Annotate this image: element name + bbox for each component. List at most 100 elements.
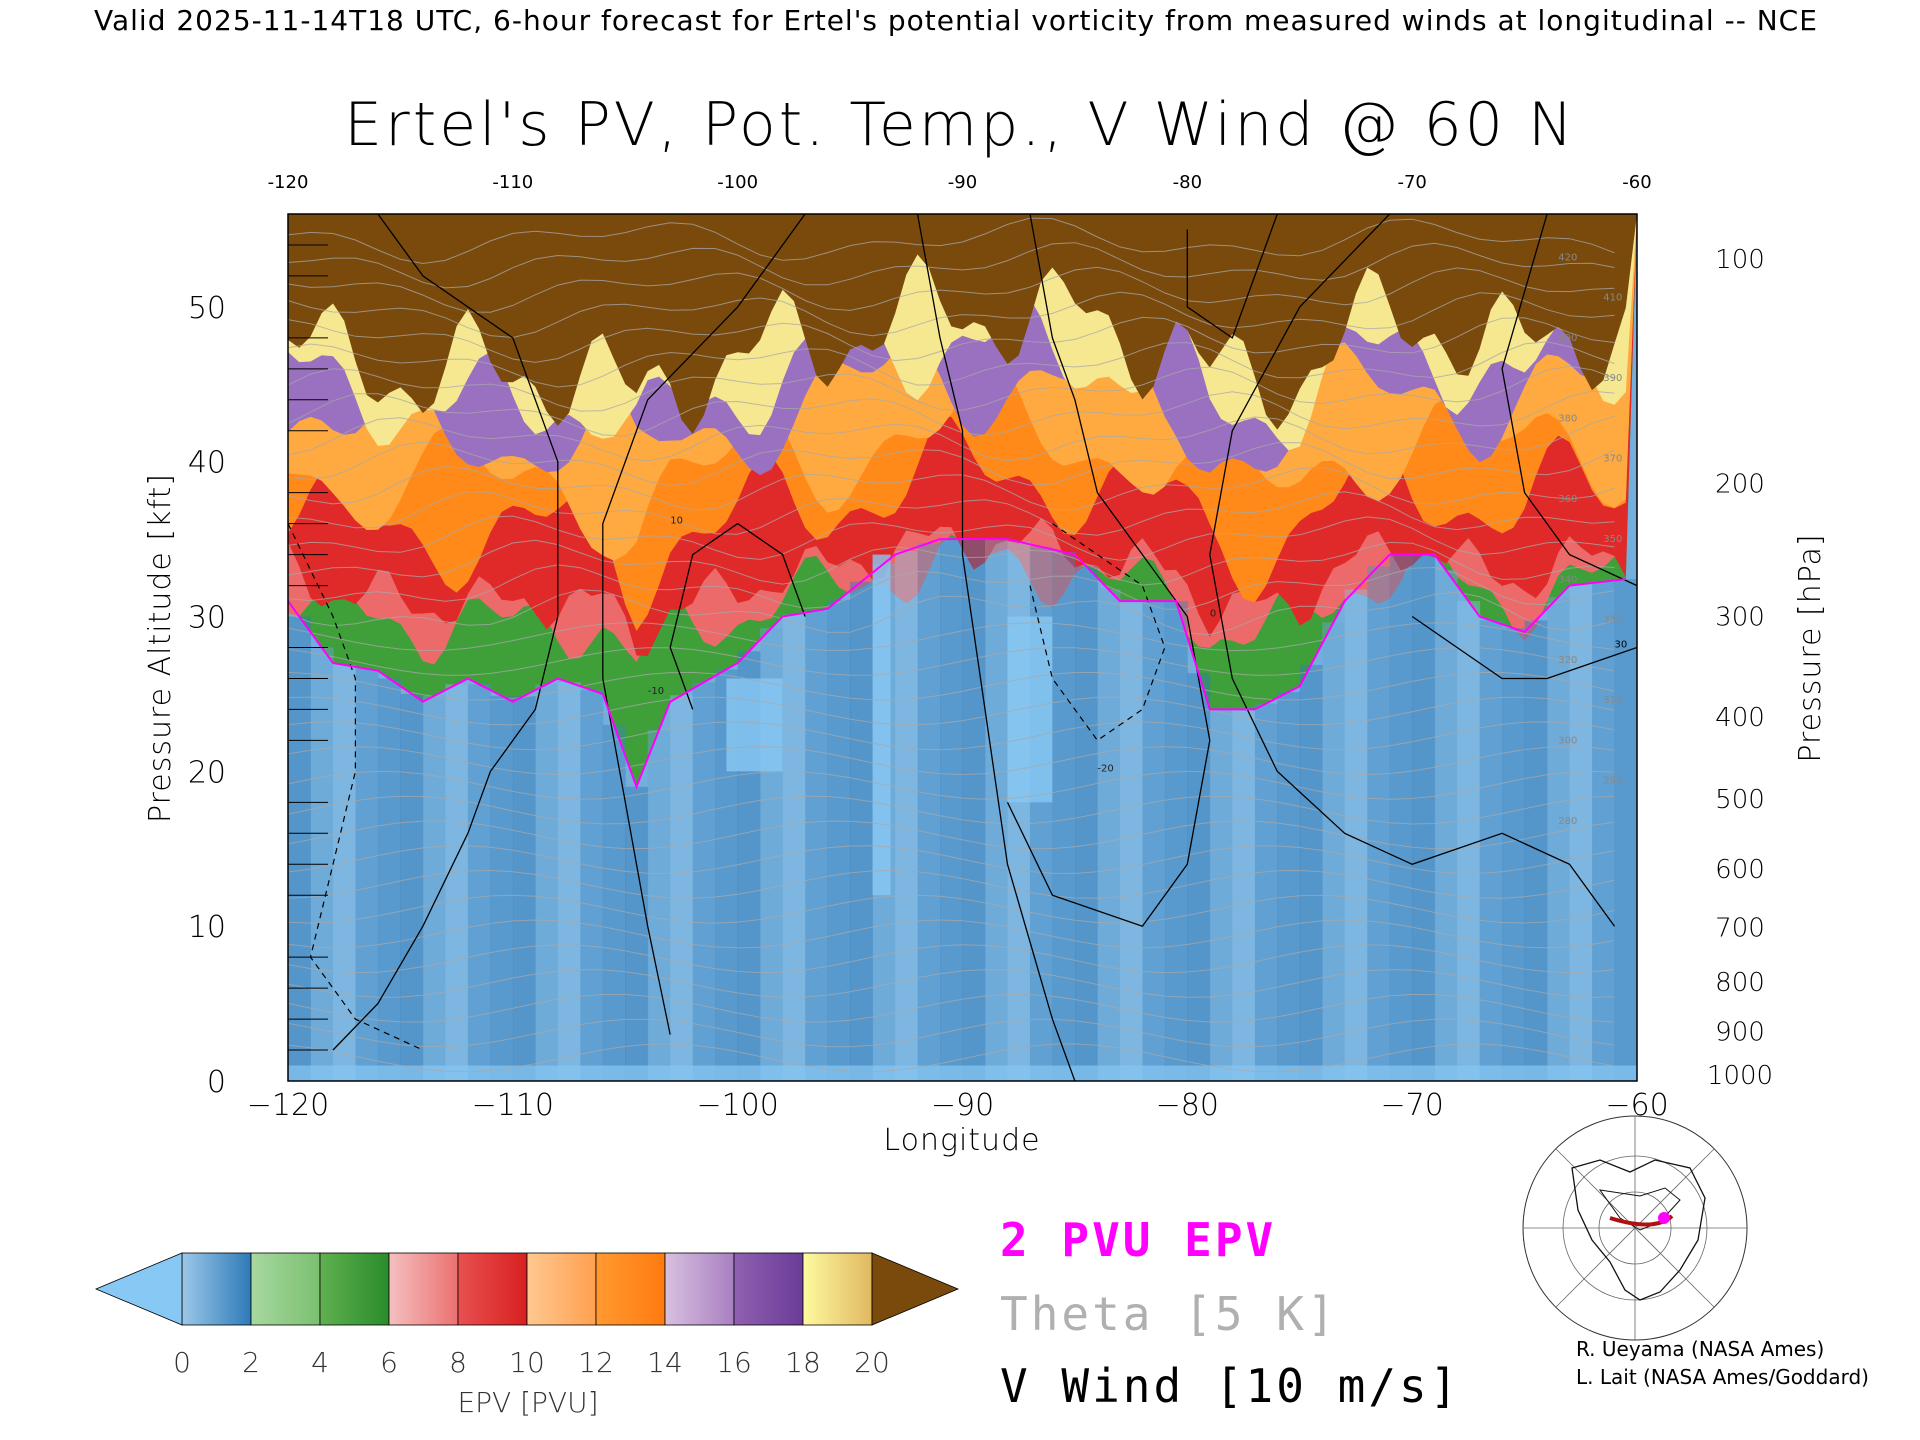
theta-contour xyxy=(288,217,1615,265)
epv-surface-band xyxy=(288,1065,1637,1081)
epv-streak xyxy=(1367,566,1391,1081)
tropopause-2pvu-line xyxy=(288,538,1626,790)
epv-shading xyxy=(288,214,1637,787)
x-tick-top-label: -80 xyxy=(1173,172,1202,193)
epv-streak xyxy=(1547,597,1571,1081)
vwind-contour-label: -10 xyxy=(648,686,664,697)
y-tick-label: 20 xyxy=(188,755,226,790)
colorbar-tick-label: 16 xyxy=(716,1346,752,1379)
epv-streak xyxy=(1142,601,1166,1081)
colorbar-bin xyxy=(250,1252,321,1326)
y-tick-label: 40 xyxy=(188,446,226,481)
header-text: Valid 2025-11-14T18 UTC, 6-hour forecast… xyxy=(94,4,1818,37)
epv-streak xyxy=(962,539,986,1081)
x-tick-label: −80 xyxy=(1156,1088,1219,1123)
pressure-tick-label: 1000 xyxy=(1707,1061,1773,1091)
theta-contour xyxy=(288,365,1615,412)
theta-contour xyxy=(288,1043,1615,1073)
epv-streak xyxy=(445,684,469,1081)
pressure-tick-label: 400 xyxy=(1715,703,1765,733)
epv-streak xyxy=(1277,692,1301,1081)
pressure-axis-ticks: 1000 900 800 700 600 500 400 300 200 100 xyxy=(1707,245,1773,1091)
x-tick-top-label: -100 xyxy=(717,172,758,193)
pressure-tick-label: 300 xyxy=(1715,603,1765,633)
colorbar-bin xyxy=(802,1252,873,1326)
x-tick-top-label: -120 xyxy=(268,172,309,193)
x-tick-top-label: -70 xyxy=(1397,172,1426,193)
y-tick-label: 30 xyxy=(188,601,226,636)
y-axis-ticks: 0 10 20 30 40 50 xyxy=(188,291,226,1100)
theta-contour xyxy=(288,869,1615,899)
y-tick-label: 0 xyxy=(207,1065,226,1100)
epv-streak xyxy=(827,599,851,1081)
epv-streak xyxy=(1322,622,1346,1081)
left-minor-ticks xyxy=(288,244,328,1051)
epv-streak xyxy=(332,664,356,1081)
theta-contour xyxy=(288,441,1615,487)
theta-contour xyxy=(288,316,1615,363)
vwind-contour xyxy=(669,522,806,710)
epv-streak xyxy=(1187,673,1211,1081)
theta-contour-label: 370 xyxy=(1603,454,1622,465)
epv-streak xyxy=(1524,620,1548,1081)
colorbar-label: EPV [PVU] xyxy=(457,1386,598,1419)
epv-streak xyxy=(1097,589,1121,1081)
x-tick-label: −70 xyxy=(1381,1088,1444,1123)
contour-labels: 4204104003903803703603503403303203103002… xyxy=(648,252,1628,827)
x-tick-top-label: -60 xyxy=(1622,172,1651,193)
theta-contour-label: 340 xyxy=(1558,574,1577,585)
epv-streak xyxy=(1614,579,1637,1081)
credit-line-1: R. Ueyama (NASA Ames) xyxy=(1576,1337,1824,1361)
theta-contour xyxy=(288,647,1615,676)
epv-negative-patch xyxy=(872,554,891,896)
epv-texture xyxy=(288,539,1637,1081)
epv-streak xyxy=(1434,570,1458,1081)
vwind-contour xyxy=(332,214,559,1051)
epv-streak xyxy=(377,678,401,1081)
vwind-contour xyxy=(1501,214,1637,587)
theta-contour xyxy=(288,969,1615,998)
vwind-contour xyxy=(916,214,1076,1081)
theta-contour xyxy=(288,721,1615,751)
x-tick-top-label: -90 xyxy=(948,172,977,193)
pressure-tick-label: 900 xyxy=(1715,1017,1765,1047)
colorbar-bin xyxy=(457,1252,528,1326)
theta-contour xyxy=(288,539,1615,586)
theta-contour-label: 320 xyxy=(1558,655,1577,666)
epv-streak xyxy=(1344,589,1368,1081)
y-axis-label: Pressure Altitude [kft] xyxy=(143,473,178,823)
epv-streak xyxy=(602,724,626,1081)
colorbar-tick-label: 20 xyxy=(854,1346,890,1379)
theta-contour xyxy=(288,415,1615,462)
x-tick-label: −90 xyxy=(931,1088,994,1123)
epv-streak xyxy=(535,684,559,1081)
theta-contour xyxy=(288,341,1615,388)
theta-contour xyxy=(288,1018,1615,1048)
colorbar-bin xyxy=(595,1252,666,1326)
theta-contour-label: 390 xyxy=(1603,373,1622,384)
y-tick-label: 10 xyxy=(188,910,226,945)
theta-contour-label: 380 xyxy=(1558,413,1577,424)
pressure-tick-label: 100 xyxy=(1715,245,1765,275)
legend-theta: Theta [5 K] xyxy=(1000,1287,1338,1341)
colorbar xyxy=(94,1252,960,1326)
epv-streak xyxy=(1052,552,1076,1081)
theta-contour-label: 400 xyxy=(1558,333,1577,344)
pressure-tick-label: 600 xyxy=(1715,855,1765,885)
theta-contours xyxy=(288,217,1615,1073)
epv-streak xyxy=(1389,554,1413,1081)
epv-streak xyxy=(512,695,536,1081)
theta-contour xyxy=(288,919,1615,949)
theta-contour-label: 330 xyxy=(1603,615,1622,626)
theta-contour xyxy=(288,770,1615,800)
theta-contour xyxy=(288,242,1615,289)
epv-streak xyxy=(1502,628,1526,1081)
theta-contour-label: 350 xyxy=(1603,534,1622,545)
theta-contour xyxy=(288,291,1615,339)
map-inset xyxy=(1522,1115,1748,1341)
colorbar-tick-label: 6 xyxy=(380,1346,398,1379)
theta-contour xyxy=(288,894,1615,924)
chart-title: Ertel's PV, Pot. Temp., V Wind @ 60 N xyxy=(344,90,1576,160)
epv-streak xyxy=(288,616,311,1081)
